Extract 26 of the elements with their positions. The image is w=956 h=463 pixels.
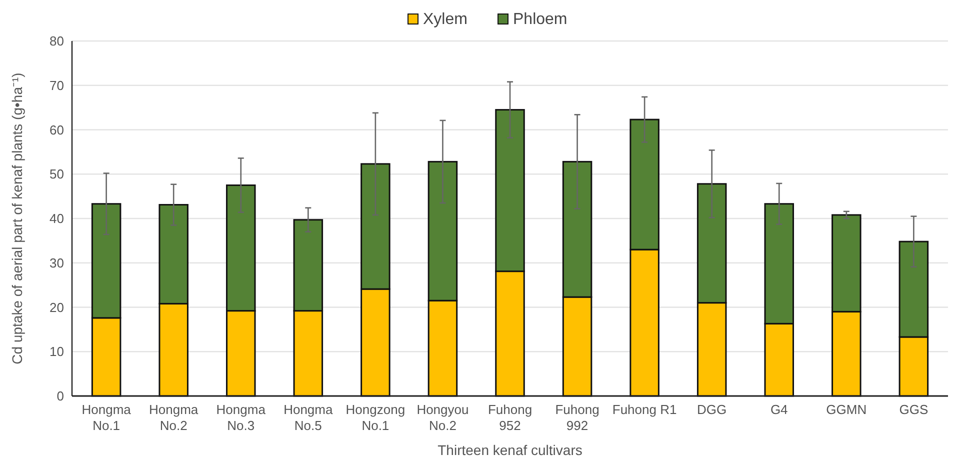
x-tick-label: G4 <box>770 402 788 417</box>
x-tick-label: Fuhong R1 <box>612 402 677 417</box>
y-axis-title: Cd uptake of aerial part of kenaf plants (g•ha⁻¹) <box>9 72 25 364</box>
y-tick-label: 0 <box>56 388 64 404</box>
y-tick-label: 30 <box>50 255 64 270</box>
x-tick-label: Hongma No.1 <box>82 402 132 433</box>
legend-label: Xylem <box>423 11 468 28</box>
y-tick-label: 10 <box>50 344 64 360</box>
x-tick-label: DGG <box>697 402 727 417</box>
y-tick-label: 20 <box>50 300 64 315</box>
y-tick-label: 40 <box>50 211 64 226</box>
y-tick-label: 50 <box>50 166 64 182</box>
x-tick-label: Hongzong No.1 <box>346 402 406 433</box>
legend-label: Phloem <box>513 11 568 28</box>
x-tick-label: GGMN <box>826 402 867 417</box>
y-tick-label: 60 <box>50 122 64 138</box>
x-tick-label: Fuhong 952 <box>488 402 532 433</box>
y-tick-label: 80 <box>50 34 64 49</box>
x-tick-label: Fuhong 992 <box>555 402 600 433</box>
x-tick-label: Hongma No.2 <box>149 402 199 433</box>
y-tick-label: 70 <box>50 78 64 93</box>
x-tick-label: Hongma No.5 <box>284 402 334 433</box>
x-axis-title: Thirteen kenaf cultivars <box>438 442 582 458</box>
x-tick-label: Hongyou No.2 <box>416 402 469 433</box>
x-tick-label: GGS <box>899 402 928 417</box>
x-tick-label: Hongma No.3 <box>216 402 266 433</box>
